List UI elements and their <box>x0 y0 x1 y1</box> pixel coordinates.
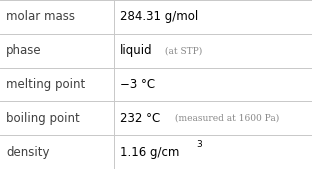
Text: 3: 3 <box>197 140 202 149</box>
Text: boiling point: boiling point <box>6 112 80 125</box>
Text: −3 °C: −3 °C <box>120 78 155 91</box>
Text: 284.31 g/mol: 284.31 g/mol <box>120 10 198 23</box>
Text: density: density <box>6 146 50 159</box>
Text: 232 °C: 232 °C <box>120 112 160 125</box>
Text: liquid: liquid <box>120 44 153 57</box>
Text: melting point: melting point <box>6 78 85 91</box>
Text: (at STP): (at STP) <box>162 46 202 55</box>
Text: molar mass: molar mass <box>6 10 75 23</box>
Text: 1.16 g/cm: 1.16 g/cm <box>120 146 179 159</box>
Text: phase: phase <box>6 44 42 57</box>
Text: (measured at 1600 Pa): (measured at 1600 Pa) <box>172 114 279 123</box>
